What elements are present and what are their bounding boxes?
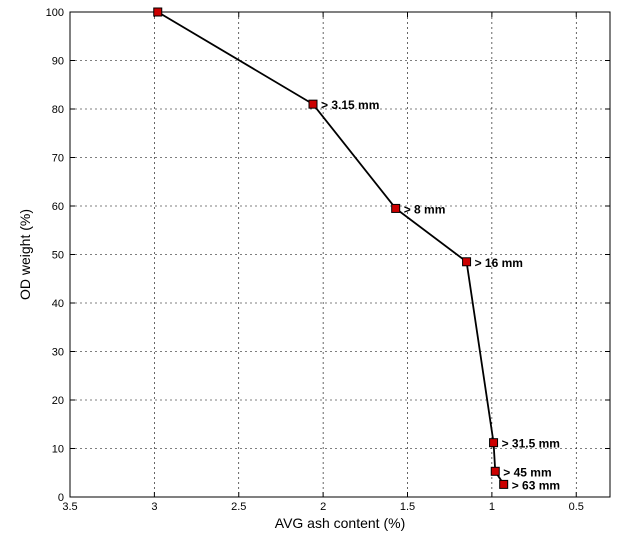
x-tick-label: 3.5 [62, 501, 77, 513]
data-point-marker [462, 257, 472, 267]
data-point-marker [308, 99, 318, 109]
y-tick-label: 60 [52, 201, 64, 213]
x-tick-label: 1 [489, 501, 495, 513]
point-label: > 45 mm [503, 465, 551, 479]
series-line [157, 11, 505, 485]
y-tick-label: 20 [52, 395, 64, 407]
grid-lines [70, 12, 610, 497]
y-tick-label: 0 [58, 492, 64, 504]
point-label: > 16 mm [475, 256, 523, 270]
data-point-marker [489, 438, 499, 448]
x-tick-label: 3 [151, 501, 157, 513]
axis-ticks [69, 11, 610, 498]
y-tick-label: 50 [52, 250, 64, 262]
y-tick-label: 30 [52, 347, 64, 359]
y-axis-label: OD weight (%) [17, 209, 33, 300]
y-tick-label: 90 [52, 56, 64, 68]
point-labels: > 3.15 mm > 8 mm > 16 mm > 31.5 mm > 45 mm> … [321, 98, 560, 492]
x-tick-label: 2 [320, 501, 326, 513]
data-point-marker [490, 466, 500, 476]
y-tick-label: 100 [46, 7, 64, 19]
y-tick-label: 10 [52, 444, 64, 456]
point-label: > 8 mm [404, 202, 446, 216]
y-tick-label: 40 [52, 298, 64, 310]
point-label: > 3.15 mm [321, 98, 379, 112]
y-tick-label: 80 [52, 104, 64, 116]
data-points [153, 7, 509, 489]
data-point-marker [391, 203, 401, 213]
data-point-marker [499, 479, 509, 489]
x-tick-label: 0.5 [569, 501, 584, 513]
y-axis-tick-labels: 0 10 20 30 40 50 60 70 80 90 100 [46, 7, 64, 504]
x-axis-tick-labels: 3.5 3 2.5 2 1.5 1 0.5 [62, 501, 584, 513]
x-tick-label: 1.5 [400, 501, 415, 513]
point-label: > 63 mm [512, 478, 560, 492]
data-point-marker [153, 7, 163, 17]
x-tick-label: 2.5 [231, 501, 246, 513]
y-tick-label: 70 [52, 153, 64, 165]
point-label: > 31.5 mm [502, 437, 560, 451]
x-axis-label: AVG ash content (%) [275, 515, 405, 531]
